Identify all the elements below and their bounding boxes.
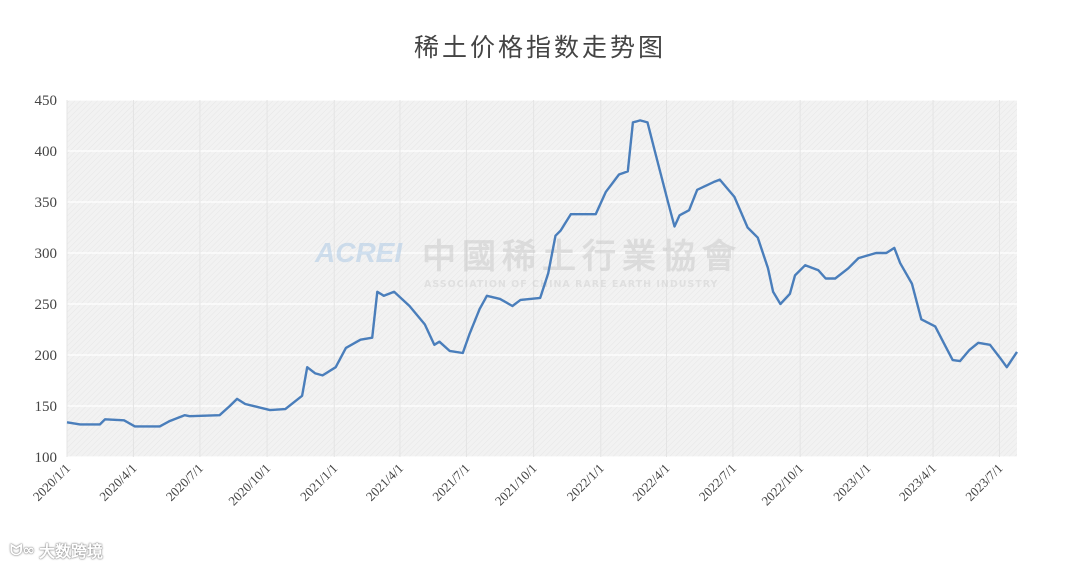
series-line <box>66 119 1018 428</box>
watermark: ACREI 中國稀土行業協會 ASSOCIATION OF CHINA RARE… <box>314 237 742 290</box>
x-tick-label: 2023/4/1 <box>896 461 939 504</box>
watermark-logo: ACREI <box>314 237 403 268</box>
x-tick-label: 2021/10/1 <box>492 461 540 509</box>
x-tick-label: 2022/4/1 <box>629 461 672 504</box>
x-tick-label: 2022/7/1 <box>696 461 739 504</box>
footer-brand-text: 大数跨境 <box>38 542 103 561</box>
y-tick-label: 450 <box>35 93 58 109</box>
y-tick-label: 400 <box>35 144 58 160</box>
y-axis: 100 150 200 250 300 350 400 450 <box>35 93 58 466</box>
watermark-name-cn: 中國稀土行業協會 <box>422 237 742 277</box>
x-tick-label: 2020/10/1 <box>225 461 273 509</box>
x-tick-label: 2022/1/1 <box>564 461 607 504</box>
y-tick-label: 350 <box>35 195 58 211</box>
plot-area <box>67 100 1017 457</box>
watermark-name-en: ASSOCIATION OF CHINA RARE EARTH INDUSTRY <box>424 279 718 290</box>
x-tick-label: 2023/7/1 <box>962 461 1005 504</box>
x-tick-label: 2021/4/1 <box>363 461 406 504</box>
gridlines <box>66 99 1017 458</box>
x-tick-label: 2020/7/1 <box>163 461 206 504</box>
x-tick-label: 2020/4/1 <box>96 461 139 504</box>
y-tick-label: 200 <box>35 348 58 364</box>
brand-logo-icon: ᗢ∞ <box>10 541 35 559</box>
x-tick-label: 2023/1/1 <box>830 461 873 504</box>
x-tick-label: 2020/1/1 <box>30 461 73 504</box>
chart-title: 稀土价格指数走势图 <box>413 33 666 62</box>
y-tick-label: 250 <box>35 297 58 313</box>
y-tick-label: 100 <box>35 450 58 466</box>
y-tick-label: 150 <box>35 399 58 415</box>
x-tick-label: 2022/10/1 <box>758 461 806 509</box>
y-tick-label: 300 <box>35 246 58 262</box>
x-tick-label: 2021/7/1 <box>429 461 472 504</box>
x-axis: 2020/1/1 2020/4/1 2020/7/1 2020/10/1 2021/1/… <box>30 461 1006 509</box>
x-tick-label: 2021/1/1 <box>297 461 340 504</box>
footer-brand: ᗢ∞ 大数跨境 <box>10 538 103 562</box>
